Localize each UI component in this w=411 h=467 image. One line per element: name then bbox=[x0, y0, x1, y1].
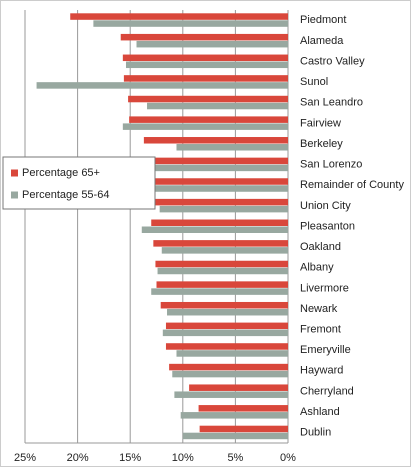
bar bbox=[36, 82, 289, 89]
bar bbox=[93, 20, 288, 27]
x-tick-label: 20% bbox=[67, 452, 89, 464]
y-tick-label: Cherryland bbox=[300, 385, 354, 397]
bar bbox=[150, 164, 288, 172]
bar bbox=[129, 116, 288, 123]
y-tick-label: Sunol bbox=[300, 76, 328, 88]
bar bbox=[165, 322, 288, 330]
x-tick-label: 10% bbox=[172, 452, 194, 464]
y-tick-label: Dublin bbox=[300, 427, 331, 439]
x-tick-label: 15% bbox=[119, 452, 141, 464]
bar bbox=[180, 412, 288, 419]
y-tick-label: Piedmont bbox=[300, 14, 346, 26]
legend-swatch bbox=[11, 191, 18, 199]
bar bbox=[165, 343, 288, 350]
bar bbox=[143, 137, 288, 144]
bar bbox=[145, 157, 288, 165]
y-tick-label: Newark bbox=[300, 303, 338, 315]
bar bbox=[174, 391, 288, 398]
bar bbox=[172, 370, 288, 378]
y-tick-label: Ashland bbox=[300, 406, 340, 418]
bar bbox=[182, 432, 288, 440]
bar bbox=[160, 301, 288, 309]
y-tick-label: Union City bbox=[300, 200, 351, 212]
bar bbox=[120, 33, 289, 41]
y-tick-label: Remainder of County bbox=[300, 179, 404, 191]
x-tick-label: 5% bbox=[227, 452, 243, 464]
bar bbox=[151, 219, 288, 226]
bar bbox=[125, 61, 288, 69]
y-tick-label: Berkeley bbox=[300, 138, 343, 150]
bar bbox=[176, 144, 288, 151]
y-tick-label: Fremont bbox=[300, 324, 341, 336]
bar bbox=[128, 95, 288, 103]
bar bbox=[122, 123, 288, 130]
bar bbox=[151, 288, 288, 295]
bar bbox=[122, 54, 288, 62]
y-tick-label: San Leandro bbox=[300, 97, 363, 109]
y-tick-label: Alameda bbox=[300, 35, 344, 47]
bar bbox=[149, 198, 288, 206]
y-tick-label: Castro Valley bbox=[300, 55, 365, 67]
y-tick-label: Albany bbox=[300, 262, 334, 274]
bar bbox=[169, 363, 288, 371]
legend-swatch bbox=[11, 169, 18, 177]
bar bbox=[153, 240, 288, 247]
bar bbox=[123, 75, 288, 82]
bar bbox=[148, 178, 288, 185]
bar bbox=[167, 308, 288, 316]
x-tick-label: 0% bbox=[280, 452, 296, 464]
y-tick-label: Pleasanton bbox=[300, 220, 355, 232]
bar bbox=[70, 13, 289, 20]
y-tick-label: Livermore bbox=[300, 282, 349, 294]
bar bbox=[136, 40, 288, 48]
y-tick-label: Oakland bbox=[300, 241, 341, 253]
bar bbox=[159, 205, 288, 213]
legend: Percentage 65+ Percentage 55-64 bbox=[2, 156, 156, 210]
y-tick-label: Fairview bbox=[300, 117, 341, 129]
y-tick-label: Hayward bbox=[300, 365, 343, 377]
x-tick-label: 25% bbox=[14, 452, 36, 464]
bar bbox=[176, 350, 288, 357]
bar bbox=[147, 102, 288, 110]
legend-box bbox=[2, 156, 156, 210]
legend-label: Percentage 65+ bbox=[22, 167, 100, 179]
legend-label: Percentage 55-64 bbox=[22, 189, 109, 201]
bar bbox=[151, 185, 288, 192]
bar bbox=[161, 247, 288, 254]
y-tick-label: San Lorenzo bbox=[300, 159, 362, 171]
bar bbox=[156, 281, 288, 288]
bar bbox=[198, 405, 288, 412]
bar bbox=[162, 329, 288, 337]
bar bbox=[189, 384, 288, 391]
y-tick-label: Emeryville bbox=[300, 344, 351, 356]
bar bbox=[141, 226, 288, 233]
bar bbox=[157, 267, 288, 275]
bar bbox=[199, 425, 288, 433]
bar bbox=[155, 260, 288, 268]
